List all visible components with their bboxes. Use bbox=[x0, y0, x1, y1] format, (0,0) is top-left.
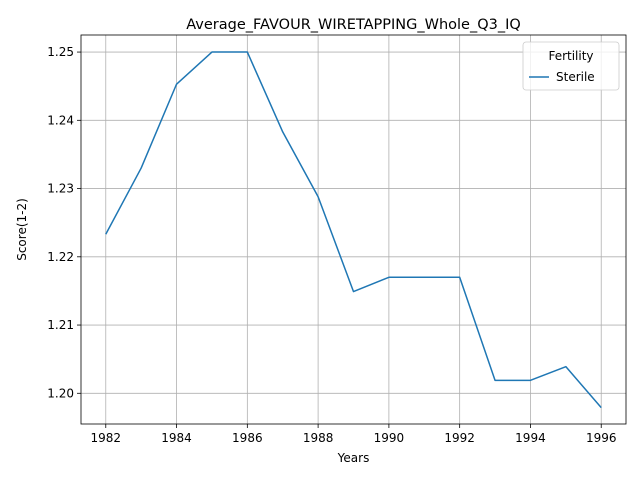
y-tick-label: 1.21 bbox=[47, 318, 74, 332]
legend: Fertility Sterile bbox=[522, 41, 620, 91]
plot-frame bbox=[80, 34, 627, 425]
series-line-sterile bbox=[105, 51, 602, 409]
x-tick-label: 1990 bbox=[374, 431, 405, 445]
x-axis-ticks: 1982 1984 1986 1988 1990 1992 1994 1996 bbox=[90, 424, 617, 445]
y-tick-label: 1.25 bbox=[47, 45, 74, 59]
y-tick-label: 1.20 bbox=[47, 386, 74, 400]
y-axis-ticks: 1.20 1.21 1.22 1.23 1.24 1.25 bbox=[47, 45, 81, 400]
y-tick-label: 1.22 bbox=[47, 250, 74, 264]
legend-title: Fertility bbox=[548, 49, 593, 63]
y-tick-label: 1.24 bbox=[47, 113, 74, 127]
chart-title: Average_FAVOUR_WIRETAPPING_Whole_Q3_IQ bbox=[186, 17, 521, 33]
x-axis-label: Years bbox=[337, 451, 370, 465]
grid bbox=[81, 35, 626, 424]
x-tick-label: 1996 bbox=[586, 431, 617, 445]
x-tick-label: 1992 bbox=[444, 431, 475, 445]
plot-area bbox=[81, 35, 626, 424]
x-tick-label: 1994 bbox=[515, 431, 546, 445]
series-layer bbox=[105, 51, 602, 409]
x-tick-label: 1988 bbox=[303, 431, 334, 445]
legend-box bbox=[522, 41, 620, 91]
x-tick-label: 1982 bbox=[90, 431, 121, 445]
y-tick-label: 1.23 bbox=[47, 182, 74, 196]
x-tick-label: 1986 bbox=[232, 431, 263, 445]
legend-label-sterile: Sterile bbox=[556, 70, 595, 84]
y-axis-label: Score(1-2) bbox=[15, 198, 29, 261]
axes-spines bbox=[80, 34, 627, 425]
x-tick-label: 1984 bbox=[161, 431, 192, 445]
